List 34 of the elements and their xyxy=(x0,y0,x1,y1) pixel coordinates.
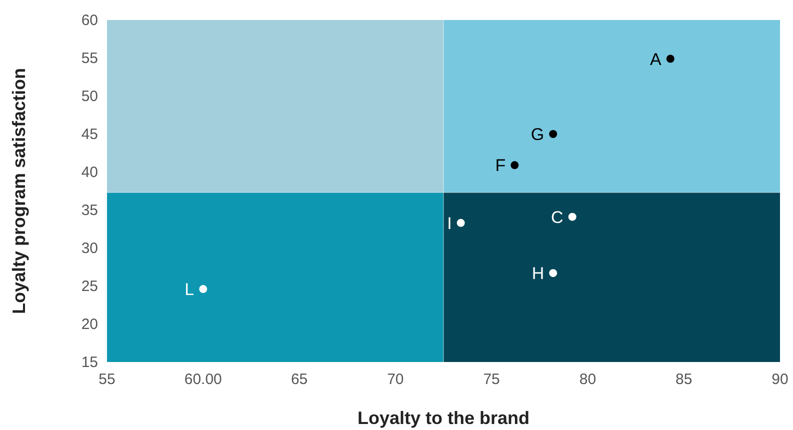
x-tick-label: 85 xyxy=(676,371,692,388)
y-tick-label: 30 xyxy=(81,240,98,257)
point xyxy=(199,285,208,294)
x-tick-label: 90 xyxy=(772,371,788,388)
annotation: H xyxy=(532,264,544,284)
y-tick-label: 45 xyxy=(81,126,98,143)
y-tick-label: 35 xyxy=(81,202,98,219)
point xyxy=(549,269,558,278)
point xyxy=(666,54,674,63)
x-tick-label: 80 xyxy=(579,371,596,388)
y-tick-label: 40 xyxy=(81,164,98,181)
x-tick-label: 70 xyxy=(387,371,404,388)
x-tick-label: 65 xyxy=(290,371,308,388)
annotation: L xyxy=(184,280,194,300)
x-tick-label: 60.00 xyxy=(184,371,222,388)
annotation: G xyxy=(530,125,544,144)
annotation: A xyxy=(650,50,662,69)
y-tick-label: 20 xyxy=(81,316,98,333)
y-tick-label: 60 xyxy=(81,12,98,29)
x-tick-label: 75 xyxy=(483,371,500,388)
point xyxy=(568,212,576,221)
annotation: F xyxy=(495,156,506,176)
point xyxy=(456,218,465,227)
y-tick-label: 50 xyxy=(81,88,98,105)
point xyxy=(510,161,519,170)
y-axis-title: Loyalty program satisfaction xyxy=(9,68,29,314)
y-tick-label: 15 xyxy=(81,354,98,371)
x-axis-title: Loyalty to the brand xyxy=(357,408,530,428)
y-tick-label: 25 xyxy=(81,278,98,295)
annotation: C xyxy=(551,208,564,227)
point xyxy=(549,130,558,138)
x-tick-label: 55 xyxy=(98,371,116,388)
annotation: I xyxy=(447,214,452,233)
y-tick-label: 55 xyxy=(81,50,98,67)
